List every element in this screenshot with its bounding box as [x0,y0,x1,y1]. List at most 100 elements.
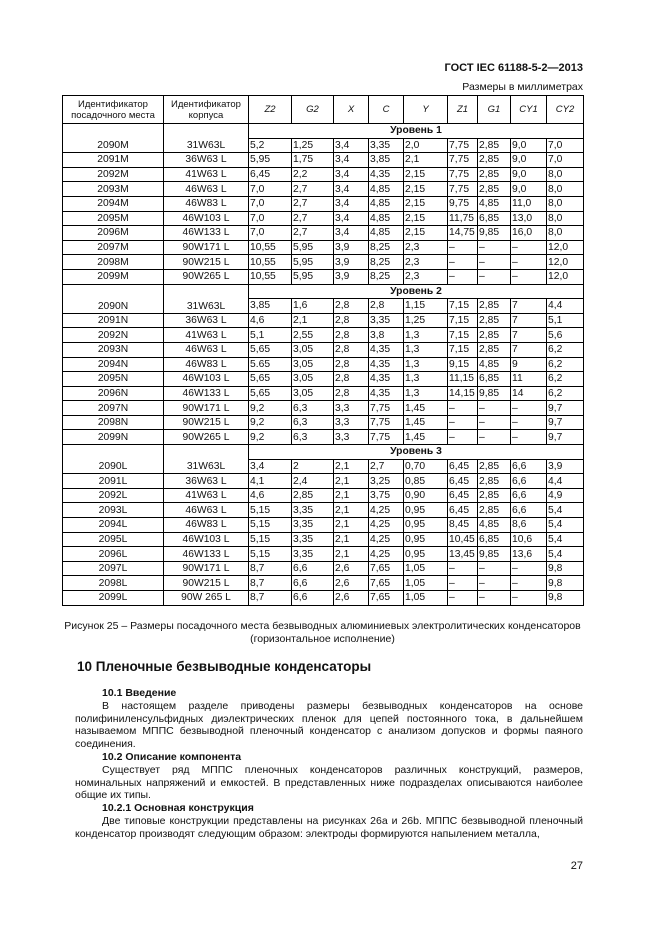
dimension-cell: 7,65 [368,590,404,606]
dimension-cell: 0,95 [403,531,448,548]
table-row: 2092M 41W63 L 6,45 2,2 3,4 4,35 2,15 7,75 2,85 9,… [62,166,584,183]
table-header-row: Идентификатор посадочного места Идентифи… [62,95,584,124]
dimension-cell: 8,25 [368,268,404,285]
package-id: 46W83 L [163,517,249,533]
table-row: 2095N 46W103 L 5,65 3,05 2,8 4,35 1,3 11,15 6,85… [62,371,584,387]
dimension-cell: 3,9 [333,239,369,256]
column-header-x: X [333,95,369,124]
table-row: 2091L 36W63 L 4,1 2,4 2,1 3,25 0,85 6,45 2,85 6,6… [62,473,584,489]
dimension-cell: 1,45 [403,429,448,446]
dimension-cell: 2,1 [333,487,369,504]
dimension-cell: 9,0 [510,181,547,197]
dimension-cell: 2,8 [333,385,369,402]
dimension-cell: 4,25 [368,531,404,548]
package-id: 36W63 L [163,312,249,329]
dimension-cell: 7,0 [248,195,292,212]
dimension-cell: 2,85 [477,152,511,168]
paragraph-component-description: Существует ряд МППС пленочных конденсато… [75,763,583,802]
dimension-cell: 2,7 [291,225,334,241]
dimension-cell: 5,15 [248,502,292,519]
dimension-cell: 8,0 [546,225,584,241]
dimension-cell: 9 [510,356,547,373]
dimension-cell: 12,0 [546,268,584,285]
table-row: 2092N 41W63 L 5,1 2,55 2,8 3,8 1,3 7,15 2,85 7 5,6 [62,327,584,343]
dimension-cell: 2,85 [477,502,511,519]
dimension-cell: 4,35 [368,341,404,358]
dimension-cell: 2,15 [403,210,448,227]
dimension-cell: 3,4 [333,195,369,212]
table-row: 2096N 46W133 L 5,65 3,05 2,8 4,35 1,3 14,15 9,85… [62,385,584,402]
table-row: 2091M 36W63 L 5,95 1,75 3,4 3,85 2,1 7,75 2,85 9,… [62,152,584,168]
dimension-cell: – [510,590,547,606]
dimension-cell: 6,45 [447,473,478,489]
dimension-cell: 3,3 [333,400,369,416]
dimension-cell: 9,2 [248,429,292,446]
table-row: 2093N 46W63 L 5,65 3,05 2,8 4,35 1,3 7,15 2,85 7 6… [62,341,584,358]
table-row: 2098M 90W215 L 10,55 5,95 3,9 8,25 2,3– – –12,0 [62,254,584,270]
dimension-cell: 4,85 [477,356,511,373]
dimension-cell: 3,85 [368,152,404,168]
dimension-cell: 1,25 [291,137,334,154]
dimension-cell: 2,15 [403,166,448,183]
level-label: Уровень 2 [248,283,584,300]
dimension-cell: 3,05 [291,356,334,373]
table-row: 2095M 46W103 L 7,0 2,7 3,4 4,85 2,15 11,75 6,85 1… [62,210,584,227]
dimension-cell: 7,65 [368,575,404,591]
dimension-cell: 7 [510,341,547,358]
dimension-cell: 1,75 [291,152,334,168]
dimension-cell: 2,85 [477,341,511,358]
dimension-cell: – [477,575,511,591]
land-pattern-id: 2097N [62,400,164,416]
land-pattern-id: 2092M [62,166,164,183]
dimension-cell: 5,65 [248,341,292,358]
land-pattern-id: 2092L [62,487,164,504]
dimension-cell: 4,85 [368,181,404,197]
dimension-cell: 6,6 [510,502,547,519]
dimension-cell: 5,4 [546,531,584,548]
dimension-cell: 12,0 [546,254,584,270]
dimension-cell: 2,1 [333,473,369,489]
dimension-cell: 4,25 [368,517,404,533]
dimension-cell: – [477,560,511,577]
dimension-cell: 3,05 [291,385,334,402]
package-id: 46W83 L [163,356,249,373]
package-id: 90W215 L [163,575,249,591]
dimension-cell: 5,15 [248,531,292,548]
dimension-cell: 9,85 [477,385,511,402]
dimension-cell: 3,9 [546,458,584,475]
dimension-cell: 13,45 [447,546,478,562]
land-pattern-id: 2090L [62,444,164,475]
package-id: 46W63 L [163,502,249,519]
dimension-cell: 2,85 [477,473,511,489]
dimension-cell: 2,85 [477,298,511,314]
dimension-cell: 7,75 [368,414,404,431]
dimension-cell: 0,95 [403,546,448,562]
dimension-cell: 2,8 [333,298,369,314]
table-row: 2096M 46W133 L 7,0 2,7 3,4 4,85 2,15 14,75 9,85 1… [62,225,584,241]
package-id: 90W265 L [163,268,249,285]
dimension-cell: 2,6 [333,560,369,577]
dimension-cell: 7,75 [447,137,478,154]
paragraph-introduction: В настоящем разделе приводены размеры бе… [75,699,583,751]
dimension-cell: 3,35 [291,531,334,548]
package-id: 46W63 L [163,341,249,358]
table-row: 2097L 90W171 L 8,7 6,6 2,6 7,65 1,05– – –9,8 [62,560,584,577]
dimension-cell: 0,85 [403,473,448,489]
dimension-cell: 2,15 [403,181,448,197]
dimension-cell: 4,9 [546,487,584,504]
dimension-cell: 1,05 [403,590,448,606]
dimension-cell: 8,7 [248,590,292,606]
document-id: ГОСТ IEC 61188-5-2—2013 [444,62,584,74]
land-pattern-id: 2099M [62,268,164,285]
land-pattern-id: 2094L [62,517,164,533]
dimension-cell: 2,15 [403,225,448,241]
dimension-cell: 3,3 [333,429,369,446]
dimension-cell: 6,45 [248,166,292,183]
land-pattern-id: 2098N [62,414,164,431]
dimension-cell: 2,1 [333,458,369,475]
package-id: 46W63 L [163,181,249,197]
table-row: 5,2 1,25 3,4 3,35 2,0 7,75 2,85 9,0 7,0 [63,137,584,154]
level-row: 2090N 31W63L Уровень 2 [62,283,584,314]
dimension-cell: – [510,268,547,285]
dimension-cell: 3,75 [368,487,404,504]
